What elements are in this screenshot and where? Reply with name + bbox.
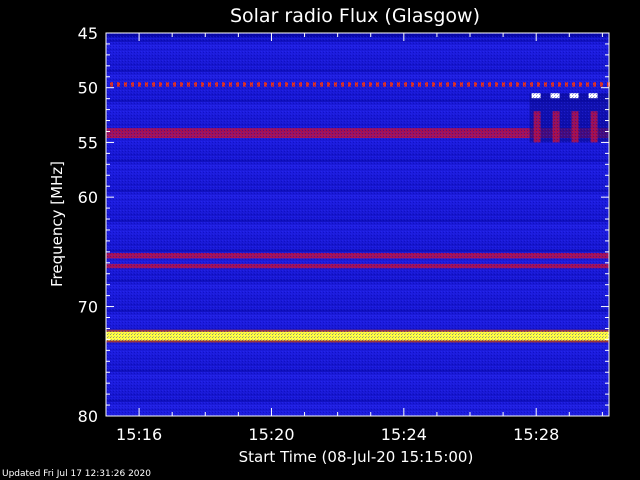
plot-frame (105, 32, 610, 417)
x-tick-label: 15:16 (116, 425, 162, 444)
y-tick-label: 80 (78, 407, 98, 426)
y-axis-label: Frequency [MHz] (48, 161, 66, 287)
y-tick-label: 45 (78, 24, 98, 43)
x-tick-label: 15:28 (513, 425, 559, 444)
x-axis-label: Start Time (08-Jul-20 15:15:00) (239, 448, 474, 466)
x-axis: 15:16 15:20 15:24 15:28 (105, 33, 603, 444)
y-tick-label: 60 (78, 188, 98, 207)
x-tick-label: 15:20 (248, 425, 294, 444)
x-tick-label: 15:24 (381, 425, 427, 444)
y-axis: 45 50 55 60 70 80 (78, 24, 609, 426)
updated-timestamp: Updated Fri Jul 17 12:31:26 2020 (2, 469, 151, 479)
noise-overlay (106, 33, 609, 416)
y-tick-label: 50 (78, 79, 98, 98)
y-tick-label: 70 (78, 298, 98, 317)
plot-area (105, 32, 610, 417)
y-tick-label: 55 (78, 133, 98, 152)
chart-title: Solar radio Flux (Glasgow) (230, 5, 480, 27)
